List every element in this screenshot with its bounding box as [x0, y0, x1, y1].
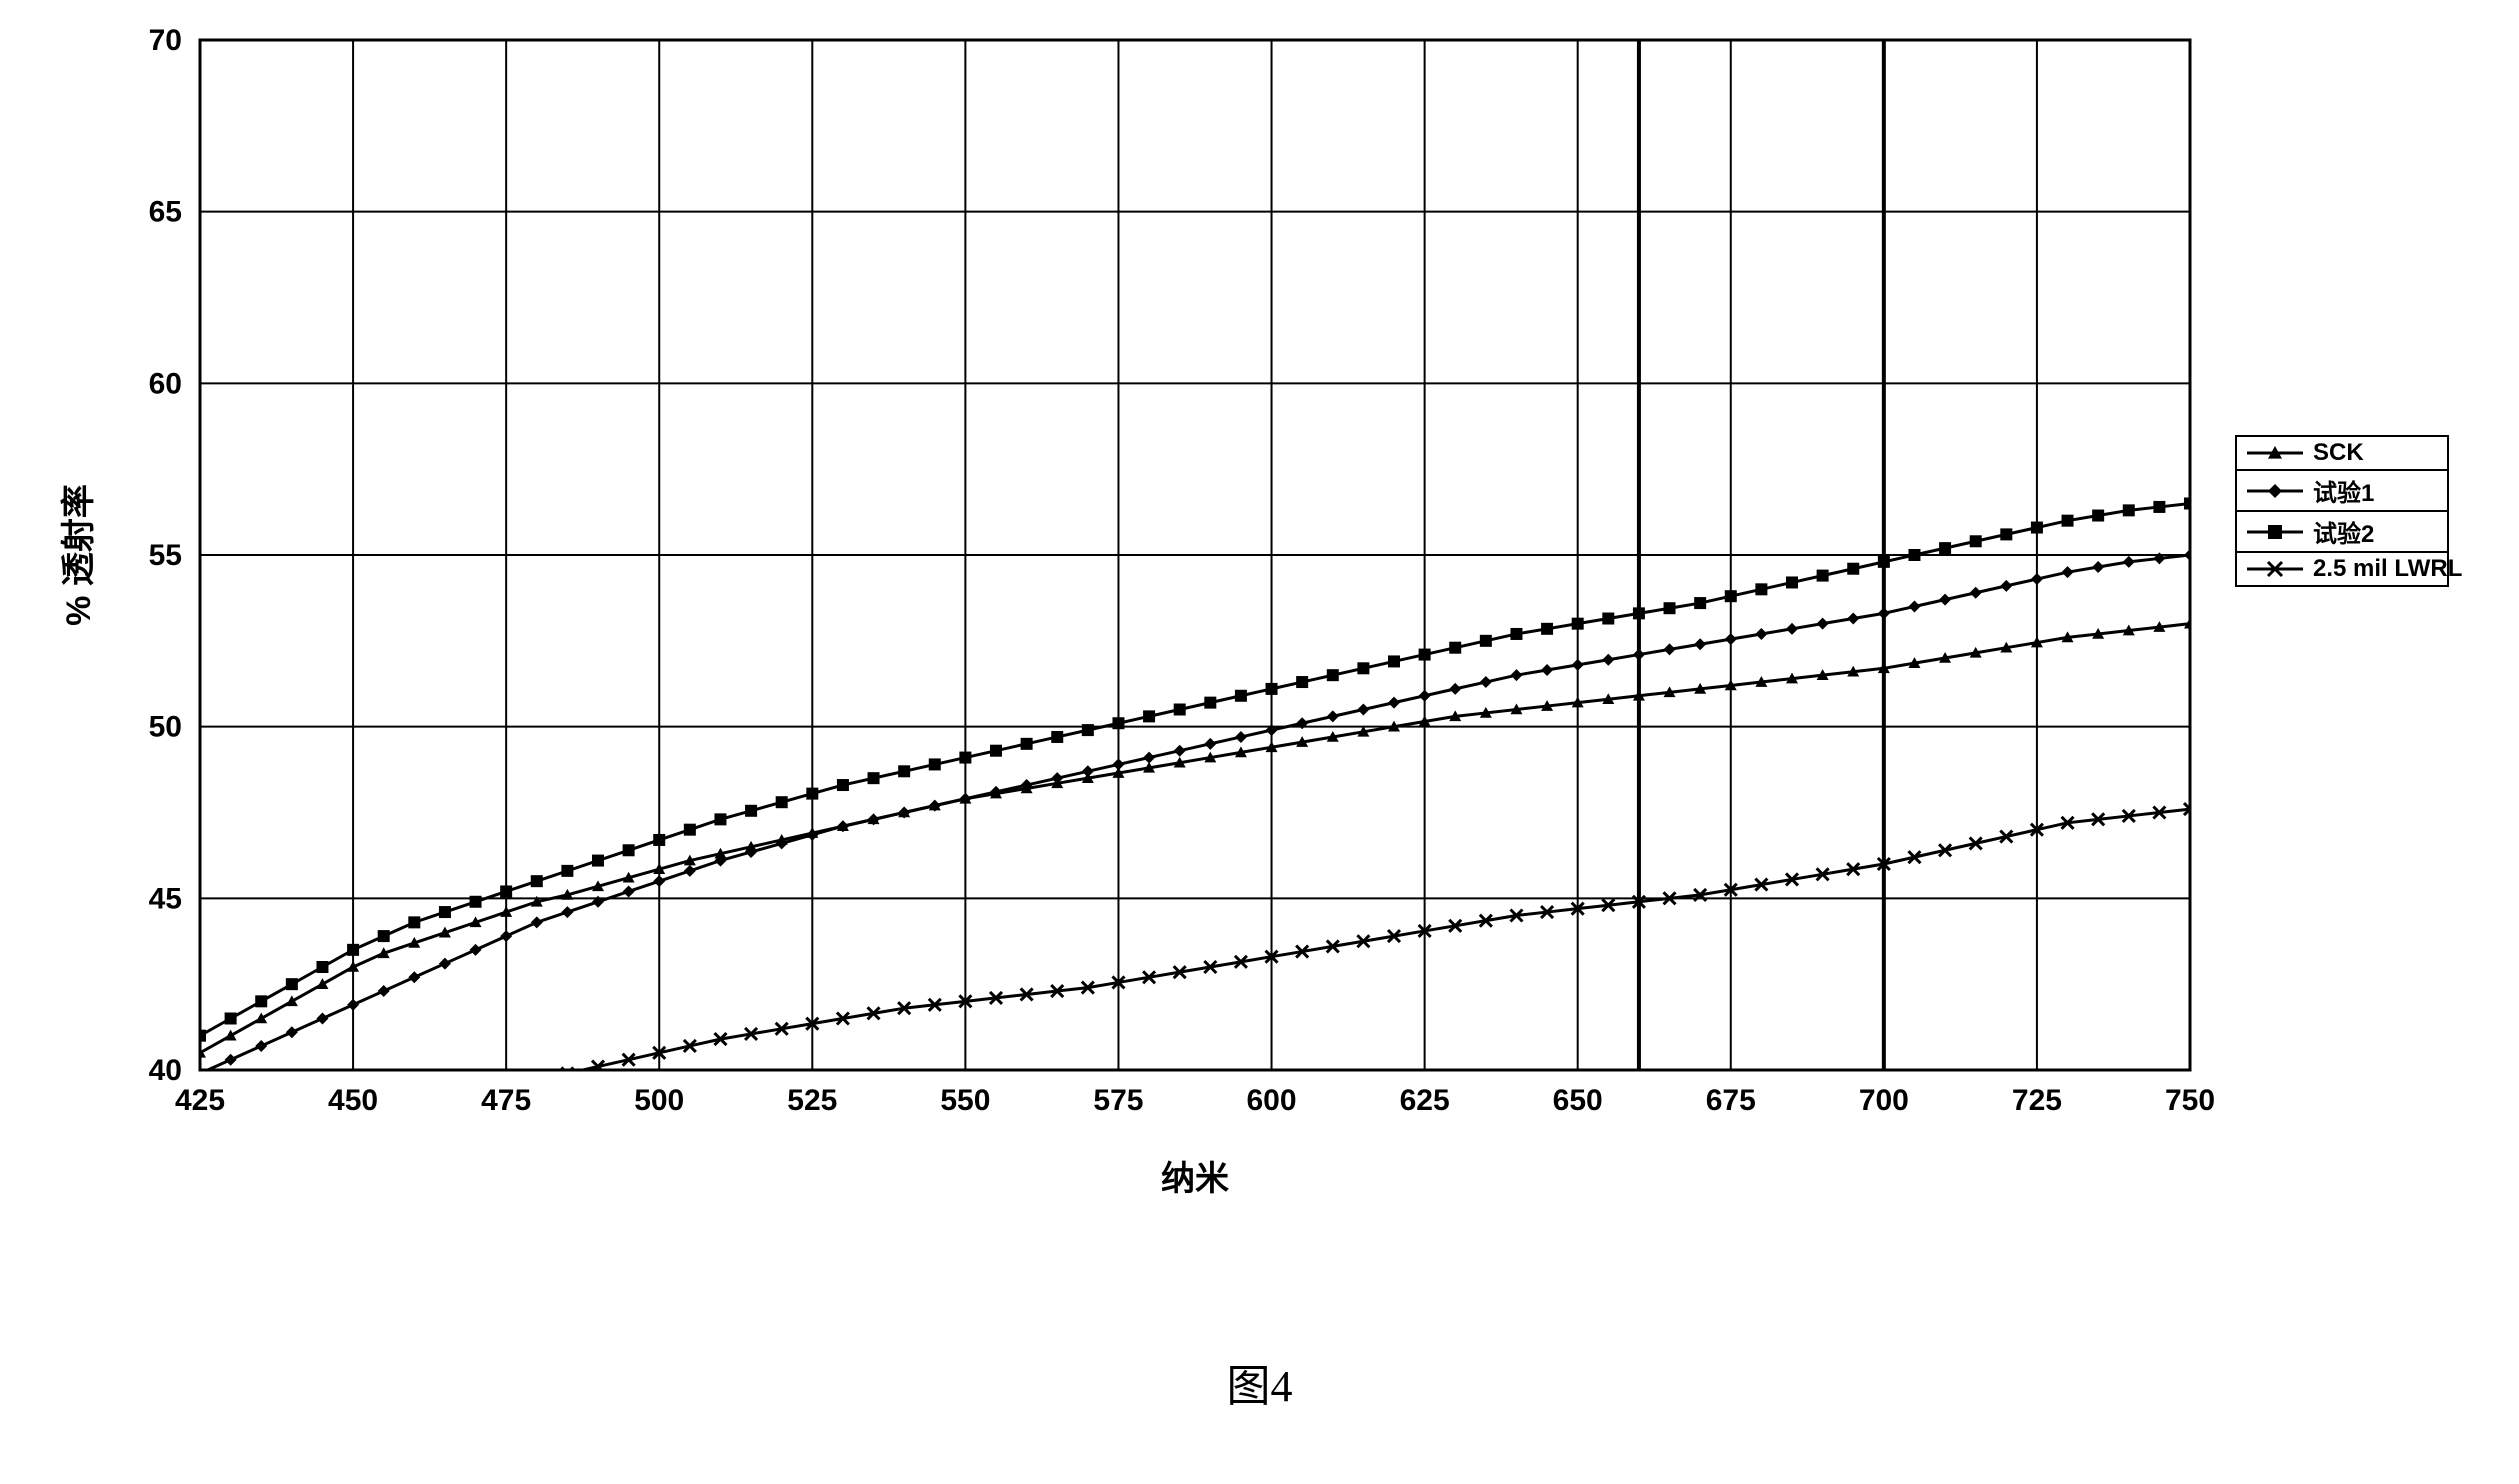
x-tick-label: 550 — [940, 1084, 990, 1117]
x-axis-label: 纳米 — [1161, 1160, 1229, 1198]
legend-item: 2.5 mil LWRL — [2237, 553, 2447, 585]
legend-label: SCK — [2313, 439, 2364, 467]
legend-swatch-triangle — [2245, 441, 2305, 465]
x-tick-label: 750 — [2165, 1084, 2215, 1117]
y-axis-label: % 透射率 — [60, 484, 98, 626]
x-tick-label: 700 — [1859, 1084, 1909, 1117]
x-tick-label: 675 — [1706, 1084, 1756, 1117]
legend-label: 2.5 mil LWRL — [2313, 555, 2462, 583]
legend-swatch-x — [2245, 557, 2305, 581]
x-tick-label: 475 — [481, 1084, 531, 1117]
legend-item: SCK — [2237, 437, 2447, 471]
y-tick-label: 65 — [149, 196, 182, 229]
legend-label: 试验1 — [2313, 473, 2374, 508]
y-tick-label: 50 — [149, 711, 182, 744]
y-tick-label: 70 — [149, 24, 182, 57]
page: 40 45 50 55 60 65 70 425 450 475 500 525 550 575 600 62… — [0, 0, 2519, 1484]
x-tick-label: 650 — [1553, 1084, 1603, 1117]
chart-container: 40 45 50 55 60 65 70 425 450 475 500 525 550 575 600 62… — [60, 20, 2460, 1270]
legend-item: 试验1 — [2237, 471, 2447, 512]
x-tick-label: 525 — [787, 1084, 837, 1117]
y-tick-label: 40 — [149, 1054, 182, 1087]
x-tick-label: 450 — [328, 1084, 378, 1117]
y-tick-label: 45 — [149, 882, 182, 915]
x-tick-label: 425 — [175, 1084, 225, 1117]
x-tick-label: 625 — [1400, 1084, 1450, 1117]
legend-label: 试验2 — [2313, 514, 2374, 549]
y-tick-label: 60 — [149, 367, 182, 400]
x-tick-label: 500 — [634, 1084, 684, 1117]
y-tick-label: 55 — [149, 539, 182, 572]
x-tick-label: 600 — [1247, 1084, 1297, 1117]
legend-swatch-square — [2245, 520, 2305, 544]
figure-caption: 图4 — [0, 1350, 2519, 1414]
x-tick-label: 725 — [2012, 1084, 2062, 1117]
x-tick-label: 575 — [1093, 1084, 1143, 1117]
legend-swatch-diamond — [2245, 479, 2305, 503]
line-chart: 40 45 50 55 60 65 70 425 450 475 500 525 550 575 600 62… — [60, 20, 2460, 1270]
legend-item: 试验2 — [2237, 512, 2447, 553]
legend: SCK 试验1 试验2 2.5 mil LWRL — [2235, 435, 2449, 587]
